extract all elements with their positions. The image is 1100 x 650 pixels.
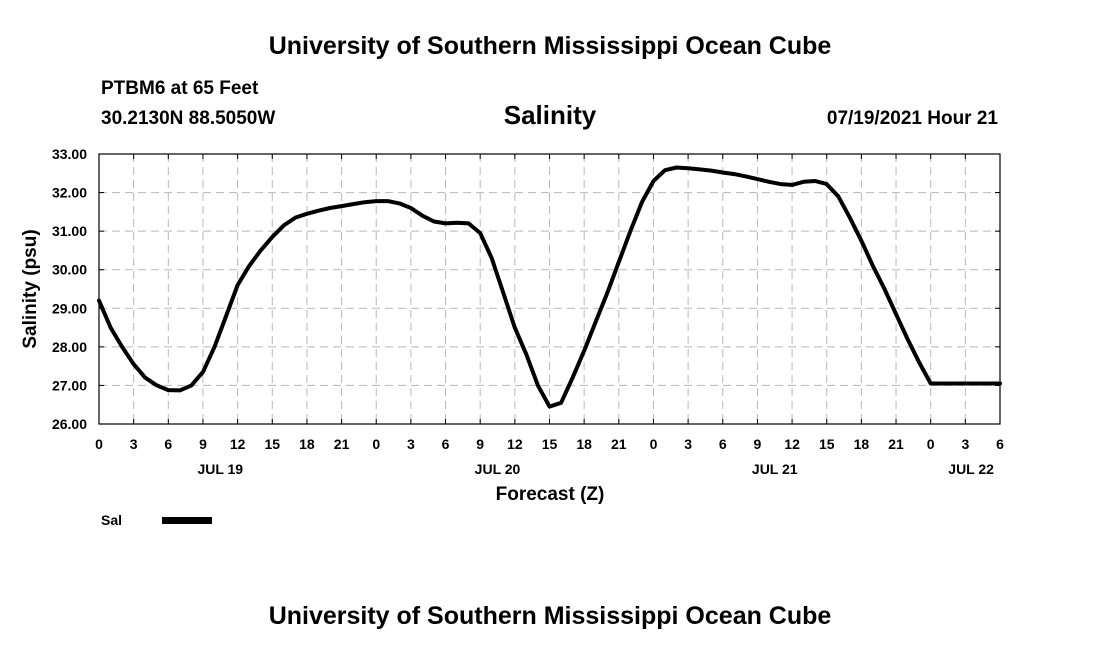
footer-title: University of Southern Mississippi Ocean… xyxy=(269,602,832,630)
x-tick-label: 0 xyxy=(372,436,380,452)
x-tick-label: 9 xyxy=(199,436,207,452)
x-day-label: JUL 22 xyxy=(948,461,994,477)
x-tick-label: 0 xyxy=(927,436,935,452)
y-tick-label: 30.00 xyxy=(52,262,87,278)
y-tick-label: 27.00 xyxy=(52,377,87,393)
legend-label: Sal xyxy=(101,512,122,528)
forecast-date: 07/19/2021 Hour 21 xyxy=(827,108,999,129)
axis-ticks: 0 3 6 9 12 15 18 21 0 3 6 9 12 15 18 21 0 3 6 9 12 15 18 21 0 3 6J… xyxy=(52,146,1004,477)
y-tick-label: 28.00 xyxy=(52,339,87,355)
legend-swatch xyxy=(162,517,212,524)
x-tick-label: 6 xyxy=(164,436,172,452)
x-tick-label: 6 xyxy=(719,436,727,452)
x-tick-label: 21 xyxy=(334,436,350,452)
chart-title: Salinity xyxy=(504,100,597,130)
x-tick-label: 9 xyxy=(754,436,762,452)
x-tick-label: 6 xyxy=(996,436,1004,452)
x-day-label: JUL 19 xyxy=(197,461,243,477)
x-tick-label: 15 xyxy=(819,436,835,452)
x-tick-label: 18 xyxy=(299,436,315,452)
x-tick-label: 12 xyxy=(507,436,523,452)
x-tick-label: 15 xyxy=(264,436,280,452)
x-tick-label: 21 xyxy=(888,436,904,452)
x-tick-label: 0 xyxy=(650,436,658,452)
x-day-label: JUL 21 xyxy=(752,461,798,477)
x-tick-label: 18 xyxy=(854,436,870,452)
y-tick-label: 26.00 xyxy=(52,416,87,432)
x-tick-label: 12 xyxy=(784,436,800,452)
series-line-sal xyxy=(97,165,1002,409)
x-axis-label: Forecast (Z) xyxy=(496,484,605,505)
x-tick-label: 21 xyxy=(611,436,627,452)
x-tick-label: 12 xyxy=(230,436,246,452)
x-tick-label: 15 xyxy=(542,436,558,452)
x-tick-label: 9 xyxy=(476,436,484,452)
y-tick-label: 32.00 xyxy=(52,185,87,201)
x-tick-label: 3 xyxy=(130,436,138,452)
page-title: University of Southern Mississippi Ocean… xyxy=(269,32,832,60)
y-tick-label: 29.00 xyxy=(52,300,87,316)
x-tick-label: 18 xyxy=(576,436,592,452)
series-group xyxy=(97,165,1002,409)
plot-frame xyxy=(98,153,1001,425)
y-tick-label: 31.00 xyxy=(52,223,87,239)
legend: Sal xyxy=(101,512,212,528)
x-tick-label: 3 xyxy=(407,436,415,452)
x-day-label: JUL 20 xyxy=(475,461,521,477)
x-tick-label: 6 xyxy=(442,436,450,452)
x-tick-label: 0 xyxy=(95,436,103,452)
x-tick-label: 3 xyxy=(961,436,969,452)
x-tick-label: 3 xyxy=(684,436,692,452)
station-label: PTBM6 at 65 Feet xyxy=(101,78,259,99)
y-tick-label: 33.00 xyxy=(52,146,87,162)
y-axis-label: Salinity (psu) xyxy=(20,229,41,348)
station-coords: 30.2130N 88.5050W xyxy=(101,108,275,129)
